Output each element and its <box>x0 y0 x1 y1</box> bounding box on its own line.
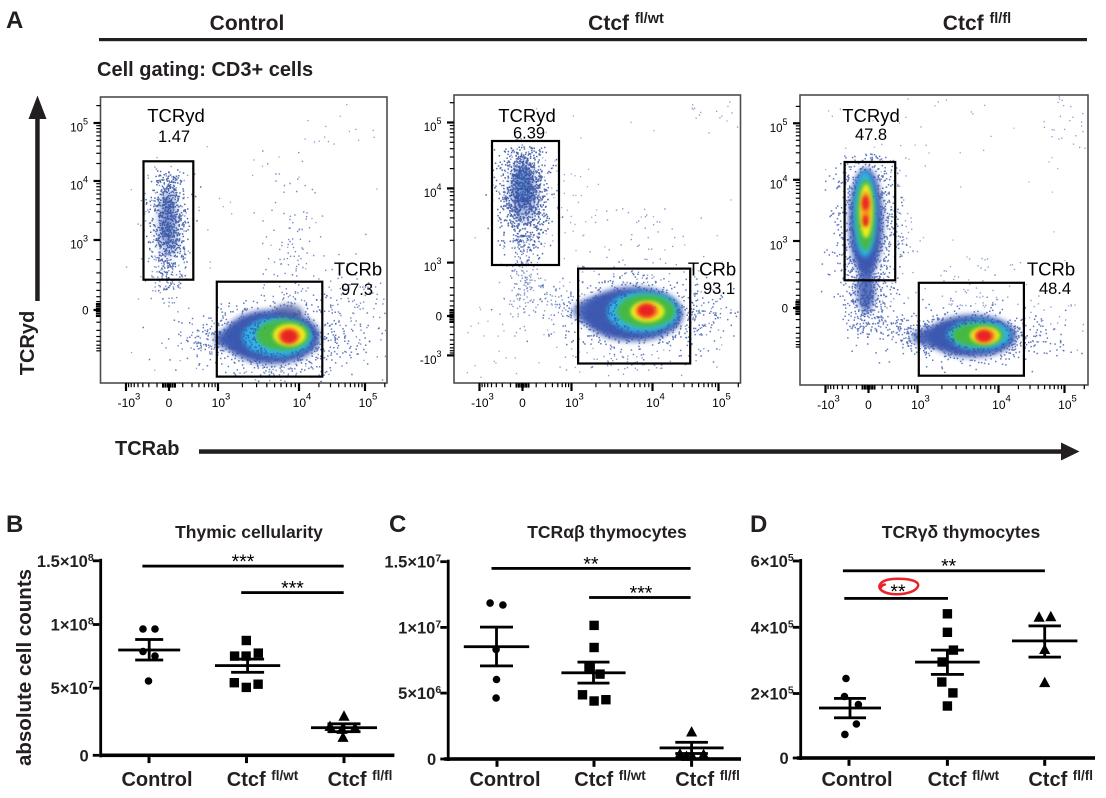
svg-text:TCRγδ thymocytes: TCRγδ thymocytes <box>882 522 1041 542</box>
svg-text:1×107: 1×107 <box>398 618 441 637</box>
svg-text:***: *** <box>281 578 304 600</box>
svg-text:TCRyd: TCRyd <box>147 105 205 126</box>
svg-text:TCRb: TCRb <box>334 259 382 280</box>
svg-text:C: C <box>389 511 406 538</box>
svg-text:0: 0 <box>82 306 88 318</box>
svg-text:48.4: 48.4 <box>1039 280 1071 298</box>
svg-text:***: *** <box>630 582 653 604</box>
svg-text:2×105: 2×105 <box>751 685 794 704</box>
svg-text:Control: Control <box>821 769 892 791</box>
svg-text:-103: -103 <box>118 392 141 411</box>
svg-text:B: B <box>6 511 23 538</box>
svg-text:0: 0 <box>780 750 789 768</box>
svg-text:D: D <box>750 511 767 538</box>
svg-text:**: ** <box>583 553 599 575</box>
svg-text:0: 0 <box>436 312 442 324</box>
svg-text:47.8: 47.8 <box>855 126 887 144</box>
svg-text:0: 0 <box>80 747 89 765</box>
svg-text:5×107: 5×107 <box>51 679 94 698</box>
svg-text:TCRyd: TCRyd <box>17 311 39 375</box>
svg-text:6×105: 6×105 <box>751 552 794 571</box>
svg-text:**: ** <box>941 556 957 578</box>
svg-text:1.5×108: 1.5×108 <box>37 552 94 571</box>
svg-text:TCRαβ thymocytes: TCRαβ thymocytes <box>527 522 687 542</box>
svg-text:-103: -103 <box>471 392 494 411</box>
svg-text:A: A <box>6 7 23 34</box>
svg-text:Cell gating: CD3+ cells: Cell gating: CD3+ cells <box>97 59 313 81</box>
svg-text:5×106: 5×106 <box>398 684 441 703</box>
svg-text:Control: Control <box>469 769 540 791</box>
svg-text:TCRyd: TCRyd <box>498 105 556 126</box>
svg-text:0: 0 <box>427 751 436 769</box>
svg-text:TCRb: TCRb <box>688 259 736 280</box>
svg-text:Thymic cellularity: Thymic cellularity <box>175 522 323 542</box>
svg-text:0: 0 <box>166 396 173 410</box>
svg-text:absolute cell counts: absolute cell counts <box>13 569 36 766</box>
svg-text:1.5×107: 1.5×107 <box>384 553 441 572</box>
svg-text:1×108: 1×108 <box>51 616 94 635</box>
svg-text:6.39: 6.39 <box>513 125 545 143</box>
svg-text:0: 0 <box>865 398 872 412</box>
svg-text:**: ** <box>890 581 906 603</box>
svg-text:4×105: 4×105 <box>751 618 794 637</box>
svg-text:TCRab: TCRab <box>115 438 179 460</box>
svg-text:97.3: 97.3 <box>341 281 373 299</box>
svg-text:93.1: 93.1 <box>703 280 735 298</box>
svg-text:TCRyd: TCRyd <box>842 105 900 126</box>
svg-text:1.47: 1.47 <box>158 128 190 146</box>
svg-text:Control: Control <box>210 12 285 35</box>
svg-text:0: 0 <box>519 396 526 410</box>
svg-text:0: 0 <box>782 304 788 316</box>
svg-text:TCRb: TCRb <box>1027 259 1075 280</box>
svg-text:***: *** <box>232 551 255 573</box>
svg-text:Control: Control <box>121 769 192 791</box>
svg-text:Ctcf fl/fl: Ctcf fl/fl <box>943 11 1011 35</box>
svg-text:-103: -103 <box>817 394 840 413</box>
